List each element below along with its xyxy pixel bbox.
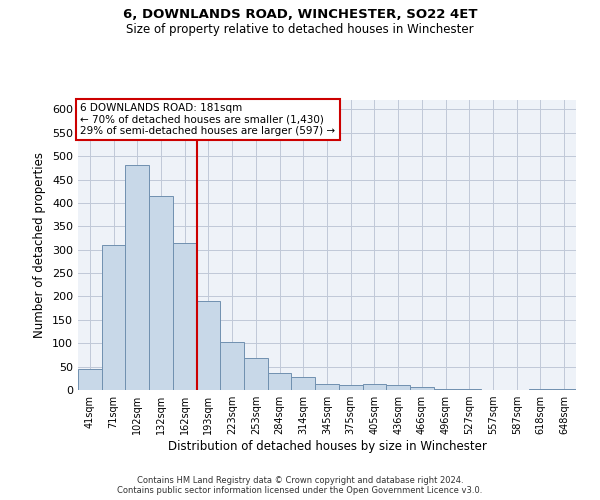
Bar bbox=[529, 388, 552, 390]
Bar bbox=[173, 242, 197, 390]
Bar bbox=[552, 388, 576, 390]
Bar bbox=[292, 377, 315, 390]
Bar bbox=[315, 384, 339, 390]
Bar bbox=[102, 245, 125, 390]
Text: Contains HM Land Registry data © Crown copyright and database right 2024.
Contai: Contains HM Land Registry data © Crown c… bbox=[118, 476, 482, 495]
Bar bbox=[457, 389, 481, 390]
X-axis label: Distribution of detached houses by size in Winchester: Distribution of detached houses by size … bbox=[167, 440, 487, 453]
Text: Size of property relative to detached houses in Winchester: Size of property relative to detached ho… bbox=[126, 22, 474, 36]
Bar bbox=[197, 301, 220, 390]
Y-axis label: Number of detached properties: Number of detached properties bbox=[34, 152, 46, 338]
Bar bbox=[220, 342, 244, 390]
Bar bbox=[268, 372, 292, 390]
Bar bbox=[386, 386, 410, 390]
Text: 6 DOWNLANDS ROAD: 181sqm
← 70% of detached houses are smaller (1,430)
29% of sem: 6 DOWNLANDS ROAD: 181sqm ← 70% of detach… bbox=[80, 103, 335, 136]
Bar bbox=[149, 196, 173, 390]
Text: 6, DOWNLANDS ROAD, WINCHESTER, SO22 4ET: 6, DOWNLANDS ROAD, WINCHESTER, SO22 4ET bbox=[123, 8, 477, 20]
Bar bbox=[362, 384, 386, 390]
Bar bbox=[410, 387, 434, 390]
Bar bbox=[125, 166, 149, 390]
Bar bbox=[339, 386, 362, 390]
Bar bbox=[78, 369, 102, 390]
Bar bbox=[434, 388, 457, 390]
Bar bbox=[244, 358, 268, 390]
